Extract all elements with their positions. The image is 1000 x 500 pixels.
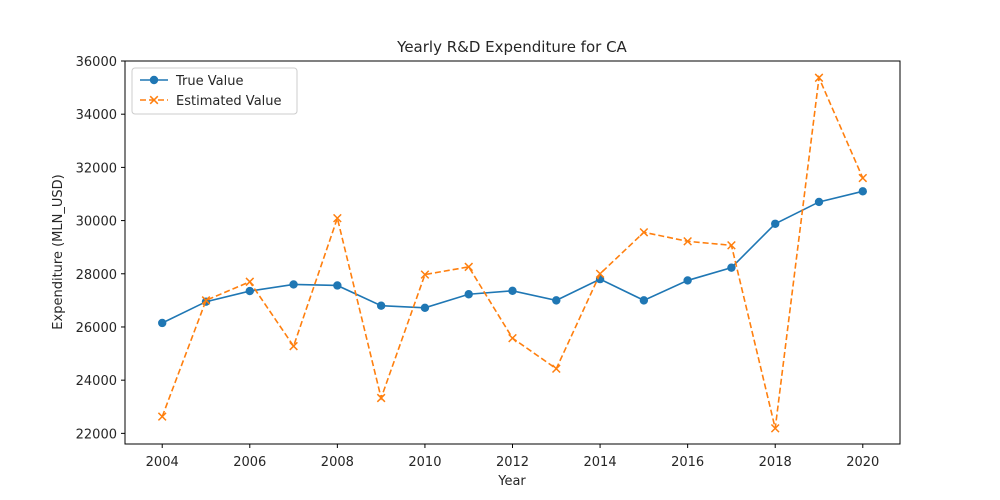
data-point [771, 219, 780, 228]
data-point [639, 227, 649, 237]
x-tick-label: 2020 [846, 455, 879, 470]
data-point [157, 412, 167, 421]
y-tick-label: 34000 [76, 108, 117, 123]
y-tick-label: 26000 [76, 321, 117, 336]
x-axis-label: Year [497, 474, 526, 489]
data-point [858, 173, 868, 183]
data-point [376, 393, 386, 403]
chart-title: Yearly R&D Expenditure for CA [396, 38, 627, 56]
data-point [858, 187, 867, 196]
x-tick-label: 2012 [496, 455, 529, 470]
series-layer [157, 73, 868, 433]
y-axis: 22000 24000 26000 28000 30000 32000 34000 36000 [76, 55, 125, 442]
x-tick-label: 2014 [584, 455, 617, 470]
x-tick-label: 2006 [233, 455, 266, 470]
y-axis-label: Expenditure (MLN_USD) [51, 174, 66, 329]
data-point [595, 269, 605, 279]
data-point [727, 263, 736, 272]
data-point [245, 286, 254, 296]
x-tick-label: 2008 [321, 455, 354, 470]
data-point [464, 290, 473, 299]
y-tick-label: 36000 [76, 55, 117, 70]
x-axis: 2004 2006 2008 2010 2012 2014 2016 2018 2020 [146, 444, 879, 470]
y-tick-label: 32000 [76, 161, 117, 176]
data-point [814, 197, 824, 207]
x-tick-label: 2004 [146, 455, 179, 470]
data-point [333, 213, 342, 223]
data-point [727, 240, 736, 250]
data-point [814, 73, 824, 83]
data-point [420, 303, 430, 313]
legend-label: Estimated Value [176, 94, 282, 109]
data-point [464, 262, 474, 272]
x-tick-label: 2010 [408, 455, 441, 470]
data-point [508, 333, 517, 343]
y-tick-label: 30000 [76, 215, 117, 230]
data-point [289, 341, 298, 351]
plot-frame [124, 60, 901, 445]
data-point [551, 364, 561, 374]
data-point [420, 270, 430, 279]
data-point [770, 423, 780, 433]
data-point [552, 296, 561, 305]
data-point [639, 296, 649, 305]
legend: True Value Estimated Value [131, 67, 298, 115]
y-tick-label: 22000 [76, 427, 117, 442]
data-point [376, 301, 386, 310]
x-tick-label: 2016 [671, 455, 704, 470]
legend-box [131, 67, 298, 115]
x-tick-label: 2018 [759, 455, 792, 470]
data-point [201, 296, 211, 305]
y-tick-label: 24000 [76, 374, 117, 389]
data-point [683, 236, 692, 246]
y-tick-label: 28000 [76, 268, 117, 283]
data-point [683, 276, 692, 285]
series-line-2 [161, 74, 864, 429]
legend-entry: True Value [140, 74, 243, 89]
data-point [289, 280, 298, 289]
legend-entry: Estimated Value [140, 94, 282, 109]
data-point [508, 286, 517, 295]
legend-label: True Value [175, 74, 243, 89]
data-point [333, 281, 342, 290]
series-line-1 [161, 190, 863, 324]
data-point [158, 318, 167, 328]
data-point [245, 277, 255, 287]
